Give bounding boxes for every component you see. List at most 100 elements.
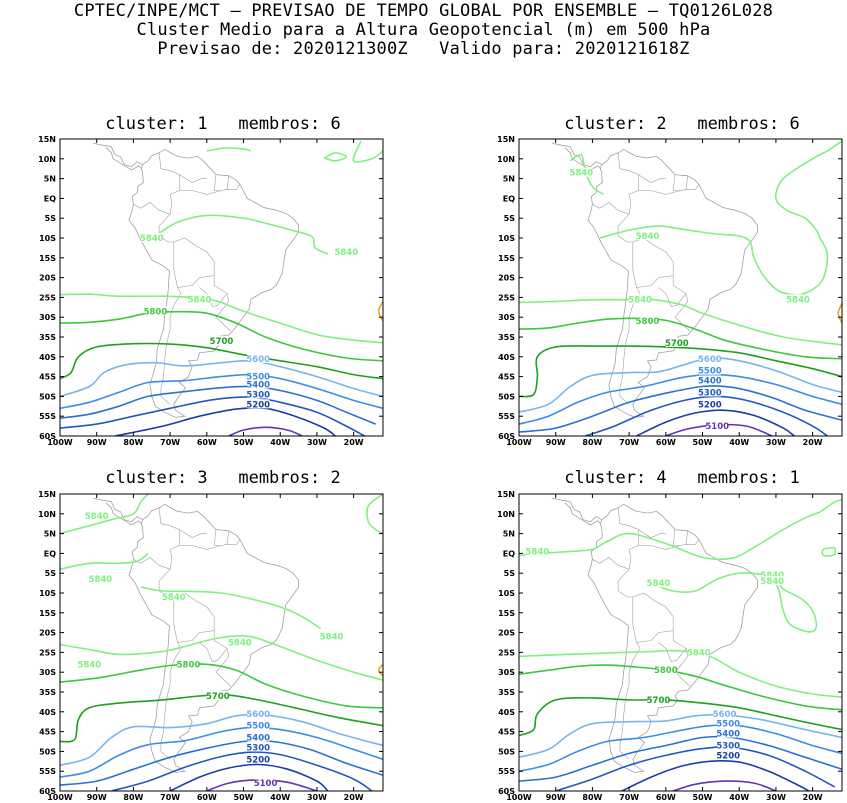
lat-label: 35S	[39, 333, 56, 342]
contour-label: 5840	[786, 295, 810, 305]
contour-line	[60, 494, 149, 535]
country-border	[213, 174, 222, 191]
contour-line	[60, 694, 383, 743]
country-border	[658, 630, 687, 662]
lon-label: 50W	[693, 438, 713, 447]
map-content: 5840 5840 5840 5840 5800 5700 5600 550054005300…	[497, 135, 843, 447]
lon-label: 30W	[307, 793, 327, 802]
contour-line	[519, 373, 842, 425]
panel-1-title: cluster: 1 membros: 6	[105, 114, 341, 134]
contour-line	[60, 385, 377, 425]
contour-label-bg	[254, 778, 277, 788]
panel-4-map: 5840584058405840584058005700560055005400…	[497, 490, 843, 802]
map-frame	[59, 493, 384, 792]
contour-line	[555, 746, 836, 791]
lon-label: 100W	[506, 438, 532, 447]
contour-line	[774, 140, 842, 297]
lon-label: 80W	[123, 438, 143, 447]
country-border	[226, 530, 230, 545]
country-border	[674, 648, 690, 687]
country-border	[592, 202, 630, 215]
contour-label: 5700	[665, 339, 689, 349]
contour-label-bg	[89, 574, 112, 584]
lat-label: 10N	[497, 510, 515, 519]
contour-label-bg	[629, 294, 652, 304]
country-border	[674, 293, 690, 332]
contour-line	[519, 499, 842, 561]
lon-label: 90W	[546, 793, 566, 802]
lat-label: 50S	[498, 392, 515, 401]
lat-label: EQ	[44, 549, 56, 558]
lat-label: 10S	[498, 589, 515, 598]
contour-label-bg	[320, 631, 343, 641]
lat-label: 20S	[39, 629, 56, 638]
contour-line	[169, 763, 329, 791]
contour-line	[837, 302, 842, 324]
country-border	[592, 557, 630, 570]
lat-label: 60S	[498, 432, 515, 441]
contour-label-bg	[698, 399, 721, 409]
contour-label-bg	[247, 389, 270, 399]
country-border	[658, 275, 687, 307]
contour-line	[377, 301, 383, 322]
lon-label: 60W	[656, 438, 676, 447]
panel-2-map: 5840 5840 5840 5840 5800 5700 5600 550054005300…	[497, 135, 843, 447]
header-title: CPTEC/INPE/MCT – PREVISAO DE TEMPO GLOBA…	[73, 1, 774, 21]
contour-line	[519, 713, 842, 759]
lat-label: 55S	[498, 767, 515, 776]
contour-label: 5300	[246, 390, 270, 400]
contour-label: 5700	[206, 692, 230, 702]
contour-line	[519, 298, 842, 346]
contour-line	[599, 225, 799, 297]
lon-label: 50W	[234, 793, 254, 802]
contour-line	[60, 552, 149, 570]
lat-label: 15S	[498, 609, 515, 618]
contour-label: 5400	[698, 377, 722, 387]
lon-label: 70W	[160, 793, 180, 802]
contour-label-bg	[717, 728, 740, 738]
contour-label: 5840	[89, 575, 113, 585]
lat-label: 25S	[39, 648, 56, 657]
lat-label: 60S	[498, 787, 515, 796]
contour-line	[60, 342, 383, 380]
contour-label: 5600	[246, 355, 270, 365]
country-border	[199, 275, 228, 307]
country-border	[133, 202, 171, 215]
contour-label: 5800	[654, 666, 678, 676]
lat-label: 60S	[39, 432, 56, 441]
coastline	[587, 503, 758, 773]
contour-label: 5700	[210, 337, 234, 347]
lat-label: 30S	[39, 313, 56, 322]
lat-label: 45S	[498, 373, 515, 382]
contour-line	[60, 310, 383, 362]
lat-label: 10N	[38, 510, 56, 519]
lat-label: 5N	[44, 530, 56, 539]
contour-line	[60, 634, 383, 681]
lon-label: 60W	[197, 793, 217, 802]
contour-label-bg	[247, 708, 270, 718]
lat-label: 10N	[497, 155, 515, 164]
country-border	[617, 213, 633, 243]
lat-label: 45S	[498, 728, 515, 737]
contour-label: 5200	[698, 400, 722, 410]
lon-label: 20W	[344, 438, 364, 447]
contour-line	[821, 546, 837, 557]
contour-label-bg	[647, 694, 670, 704]
contour-label-bg	[210, 335, 233, 345]
contour-label-bg	[247, 754, 270, 764]
contour-label-bg	[647, 578, 670, 588]
lon-label: 100W	[47, 438, 73, 447]
coastline	[128, 148, 299, 418]
lat-label: 15N	[497, 490, 515, 499]
contour-line	[519, 385, 842, 433]
lon-label: 20W	[803, 793, 823, 802]
contour-label-bg	[761, 576, 784, 586]
lat-label: 40S	[498, 353, 515, 362]
country-border	[617, 507, 639, 570]
lat-label: 40S	[498, 708, 515, 717]
coastline	[128, 503, 299, 773]
coastline	[587, 148, 758, 418]
contour-label-bg	[247, 353, 270, 363]
contour-label: 5800	[144, 307, 168, 317]
lat-label: 50S	[39, 392, 56, 401]
